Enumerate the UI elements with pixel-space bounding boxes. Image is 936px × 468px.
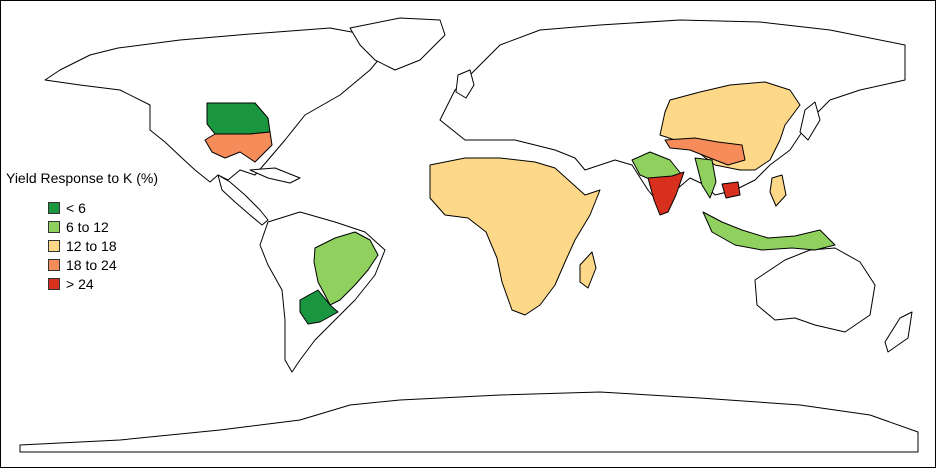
new-zealand-island <box>884 311 913 353</box>
legend-label-lt6: < 6 <box>66 199 86 216</box>
greenland-landmass <box>349 17 446 71</box>
region-philippines <box>769 174 787 207</box>
region-madagascar <box>579 251 597 289</box>
region-india-south <box>647 171 685 216</box>
legend-item-gt24: > 24 <box>48 274 158 293</box>
legend-item-12-18: 12 to 18 <box>48 236 158 255</box>
south-america-landmass <box>259 211 386 373</box>
legend-item-6-12: 6 to 12 <box>48 217 158 236</box>
legend-swatch-gt24 <box>48 277 60 290</box>
central-america-landmass <box>217 174 269 226</box>
legend-label-18-24: 18 to 24 <box>66 256 117 273</box>
region-brazil <box>313 231 379 306</box>
region-southern-cone <box>299 289 339 325</box>
region-cambodia <box>721 181 741 199</box>
legend: Yield Response to K (%) < 6 6 to 12 12 t… <box>6 170 158 293</box>
japan-island <box>799 101 821 141</box>
australia-landmass <box>754 247 876 333</box>
region-southwest-china <box>664 137 746 166</box>
legend-swatch-6-12 <box>48 220 60 233</box>
legend-label-gt24: > 24 <box>66 275 94 292</box>
uk-island <box>455 69 475 99</box>
legend-swatch-lt6 <box>48 201 60 214</box>
region-indonesia <box>702 211 836 251</box>
legend-label-6-12: 6 to 12 <box>66 218 109 235</box>
legend-swatch-12-18 <box>48 239 60 252</box>
legend-title: Yield Response to K (%) <box>6 170 158 186</box>
legend-swatch-18-24 <box>48 258 60 271</box>
legend-item-lt6: < 6 <box>48 198 158 217</box>
caribbean-islands <box>249 167 301 184</box>
antarctica-landmass <box>19 391 919 453</box>
legend-item-18-24: 18 to 24 <box>48 255 158 274</box>
region-myanmar <box>694 157 717 199</box>
region-usa-south <box>204 131 273 163</box>
legend-label-12-18: 12 to 18 <box>66 237 117 254</box>
region-africa <box>429 157 601 316</box>
